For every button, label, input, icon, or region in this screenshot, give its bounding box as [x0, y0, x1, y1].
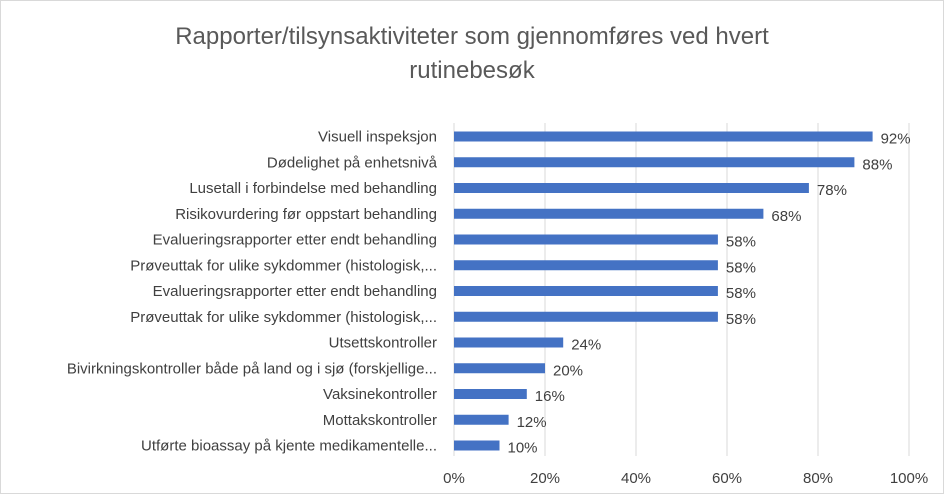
- category-label: Prøveuttak for ulike sykdommer (histolog…: [130, 309, 437, 326]
- x-tick-label: 100%: [890, 470, 928, 487]
- data-label: 58%: [726, 311, 756, 328]
- bar: [454, 234, 718, 245]
- data-label: 58%: [726, 259, 756, 276]
- category-label: Mottakskontroller: [323, 412, 437, 429]
- x-tick-label: 80%: [803, 470, 833, 487]
- category-label: Visuell inspeksjon: [318, 129, 437, 146]
- data-label: 16%: [535, 388, 565, 405]
- category-label: Prøveuttak for ulike sykdommer (histolog…: [130, 257, 437, 274]
- bar: [454, 311, 718, 322]
- bar: [454, 286, 718, 296]
- category-labels: Visuell inspeksjon Dødelighet på enhetsni…: [67, 129, 438, 455]
- data-label: 92%: [881, 131, 911, 148]
- category-label: Dødelighet på enhetsnivå: [267, 154, 438, 171]
- data-label: 20%: [553, 362, 583, 379]
- bar: [454, 183, 809, 193]
- x-tick-label: 0%: [443, 470, 465, 487]
- category-label: Evalueringsrapporter etter endt behandli…: [153, 232, 437, 249]
- data-label: 88%: [862, 156, 892, 173]
- x-axis-tick-labels: 0% 20% 40% 60% 80% 100%: [443, 470, 928, 487]
- bar: [454, 131, 873, 142]
- data-label: 10%: [508, 440, 538, 457]
- chart-title-line-1: Rapporter/tilsynsaktiviteter som gjennom…: [175, 23, 769, 50]
- bars: [454, 131, 873, 451]
- data-label: 78%: [817, 182, 847, 199]
- bar: [454, 414, 509, 425]
- category-label: Utsettskontroller: [329, 335, 437, 352]
- category-label: Evalueringsrapporter etter endt behandli…: [153, 283, 437, 300]
- category-label: Lusetall i forbindelse med behandling: [189, 180, 437, 197]
- bar: [454, 363, 545, 374]
- bar: [454, 337, 564, 348]
- category-label: Utførte bioassay på kjente medikamentell…: [141, 438, 437, 455]
- data-label: 58%: [726, 234, 756, 251]
- data-labels: 92% 88% 78% 68% 58% 58% 58% 58% 24% 20% 16% 12% 10%: [508, 131, 911, 457]
- bar: [454, 260, 718, 271]
- x-tick-label: 40%: [621, 470, 651, 487]
- bar: [454, 157, 855, 168]
- x-tick-label: 60%: [712, 470, 742, 487]
- x-tick-label: 20%: [530, 470, 560, 487]
- bar: [454, 208, 764, 219]
- data-label: 24%: [571, 337, 601, 354]
- data-label: 12%: [517, 414, 547, 431]
- category-label: Risikovurdering før oppstart behandling: [175, 206, 437, 223]
- bar: [454, 389, 527, 399]
- data-label: 68%: [771, 208, 801, 225]
- chart-title-line-2: rutinebesøk: [409, 57, 535, 84]
- category-label: Bivirkningskontroller både på land og i …: [67, 360, 437, 377]
- category-label: Vaksinekontroller: [323, 386, 437, 403]
- bar: [454, 440, 500, 451]
- chart-title: Rapporter/tilsynsaktiviteter som gjennom…: [0, 20, 944, 88]
- data-label: 58%: [726, 285, 756, 302]
